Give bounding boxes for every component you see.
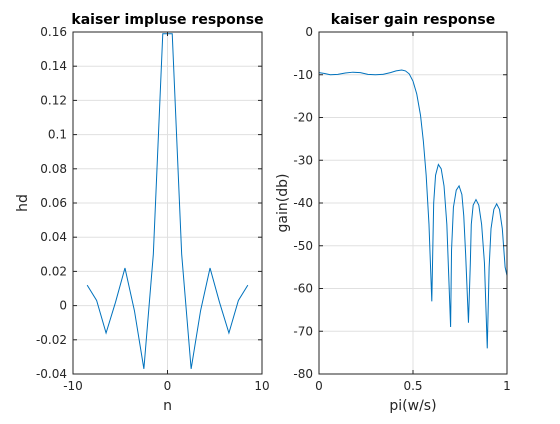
- gain-response-ytick-label: -60: [293, 282, 313, 296]
- gain-response-xtick-label: 0.5: [403, 379, 422, 393]
- impulse-response-ytick-label: 0: [59, 299, 67, 313]
- impulse-response-ytick-label: 0.12: [40, 93, 67, 107]
- impulse-response-xlabel: n: [163, 398, 172, 414]
- impulse-response-axes: -10 0 10 -0.04 -0.02 0 0.02 0.04 0.06 0.08 0.1 0.12…: [15, 12, 270, 414]
- gain-response-xtick-label: 0: [315, 379, 323, 393]
- gain-response-ytick-label: -70: [293, 324, 313, 338]
- impulse-response-xtick-label: 0: [164, 379, 172, 393]
- gain-response-ytick-label: -20: [293, 111, 313, 125]
- gain-response-title: kaiser gain response: [331, 12, 495, 28]
- gain-response-ytick-label: -80: [293, 367, 313, 381]
- impulse-response-ytick-label: 0.08: [40, 162, 67, 176]
- impulse-response-ytick-label: 0.04: [40, 230, 67, 244]
- gain-response-ticks: 0 0.5 1 -80 -70 -60 -50 -40 -30 -20 -10 0: [293, 25, 510, 393]
- impulse-response-ytick-label: 0.14: [40, 59, 67, 73]
- impulse-response-ytick-label: 0.1: [48, 128, 67, 142]
- impulse-response-ytick-label: 0.16: [40, 25, 67, 39]
- gain-response-ylabel: gain(db): [275, 174, 291, 233]
- gain-response-ytick-label: -30: [293, 153, 313, 167]
- impulse-response-ytick-label: 0.06: [40, 196, 67, 210]
- impulse-response-ylabel: hd: [15, 194, 31, 212]
- gain-response-ytick-label: -10: [293, 68, 313, 82]
- gain-response-axes: 0 0.5 1 -80 -70 -60 -50 -40 -30 -20 -10 0 kaiser ga…: [275, 12, 511, 414]
- impulse-response-title: kaiser impluse response: [71, 12, 263, 28]
- gain-response-line: [318, 69, 508, 349]
- gain-response-ytick-label: -50: [293, 239, 313, 253]
- gain-response-ytick-label: 0: [305, 25, 313, 39]
- impulse-response-ticks: -10 0 10 -0.04 -0.02 0 0.02 0.04 0.06 0.08 0.1 0.12…: [36, 25, 270, 393]
- gain-response-ytick-label: -40: [293, 196, 313, 210]
- impulse-response-ytick-label: 0.02: [40, 264, 67, 278]
- gain-response-xlabel: pi(w/s): [389, 398, 436, 414]
- impulse-response-xtick-label: 10: [254, 379, 269, 393]
- impulse-response-xtick-label: -10: [63, 379, 83, 393]
- impulse-response-ytick-label: -0.04: [36, 367, 67, 381]
- impulse-response-ytick-label: -0.02: [36, 333, 67, 347]
- gain-response-xtick-label: 1: [503, 379, 511, 393]
